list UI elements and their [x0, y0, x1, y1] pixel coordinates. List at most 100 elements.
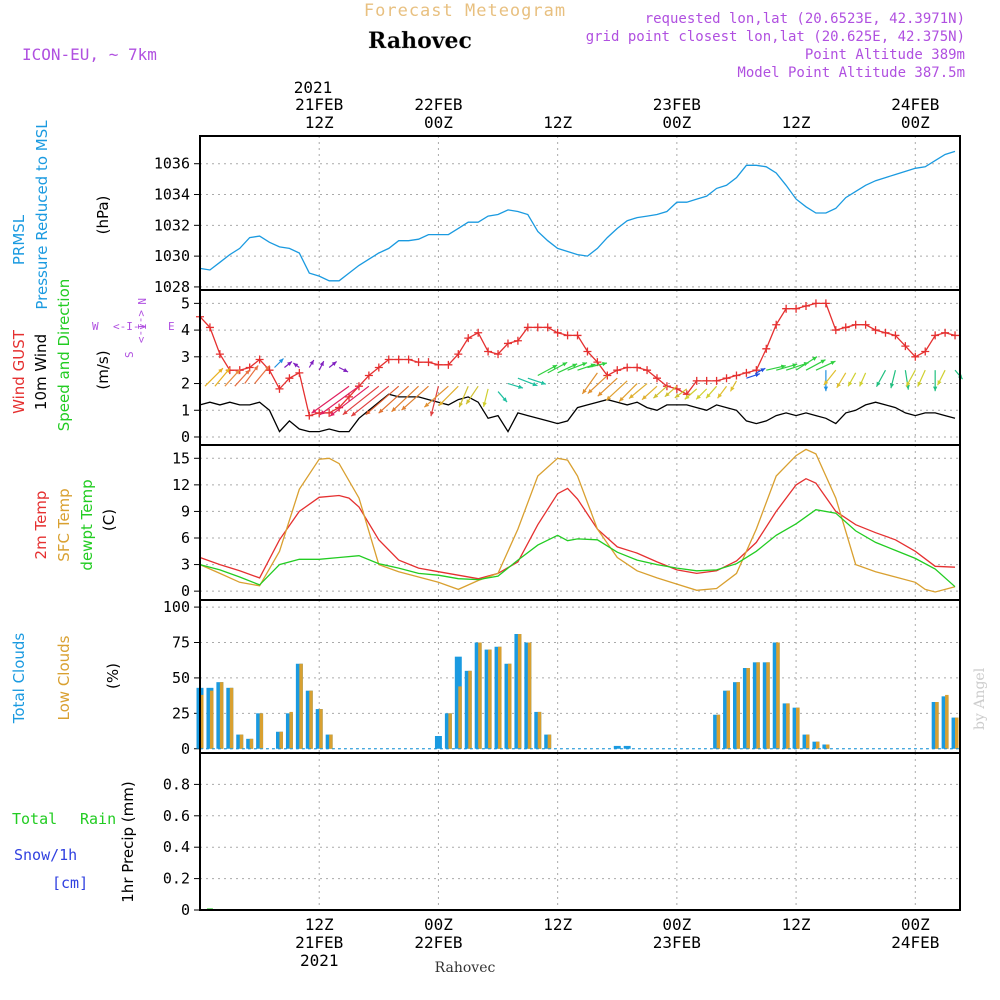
gust-marker [414, 358, 423, 367]
low-cloud-bar [746, 668, 750, 749]
wind-arrow-head [401, 405, 407, 411]
total-cloud-bar [613, 745, 621, 749]
low-cloud-bar [527, 642, 532, 749]
y-tick-label: 1028 [154, 278, 190, 296]
y-tick-label: 0.4 [163, 838, 190, 856]
gust-marker [851, 320, 860, 329]
wind-arrow-head [587, 388, 593, 394]
top-date-label: 24FEB [891, 95, 939, 114]
low-cloud-bar [806, 734, 810, 749]
wind-arrow-head [552, 365, 558, 370]
gust-marker [503, 339, 512, 348]
wind-arrow-head [424, 402, 430, 408]
total-cloud-bar [762, 662, 770, 749]
wind-arrow [329, 385, 370, 417]
bottom-hour-label: 12Z [782, 915, 811, 934]
bottom-date-label: 21FEB [295, 933, 343, 952]
y-tick-label: 2 [181, 375, 190, 393]
wind-arrow-head [293, 363, 299, 368]
gust-marker [722, 374, 731, 383]
low-cloud-bar [209, 690, 214, 749]
compass-arrows: <-I-> [113, 320, 146, 333]
compass-vertical-arrows: <-I-> [135, 310, 148, 343]
low-cloud-bar [259, 713, 264, 749]
wind-arrow-head [812, 356, 818, 361]
gust-marker [891, 331, 900, 340]
model-label: ICON-EU, ~ 7km [22, 45, 157, 64]
precip-panel: 0 0.2 0.4 0.6 0.8 [163, 752, 961, 919]
top-hour-label: 12Z [305, 113, 334, 132]
cloud-labels: Total Clouds Low Clouds (%) [10, 633, 122, 725]
wind-arrow [378, 385, 410, 414]
gust-marker [951, 331, 960, 340]
gust-marker [811, 299, 820, 308]
wind-arrow-head [343, 368, 349, 372]
low-cloud-bar [507, 663, 512, 749]
gust-marker [931, 331, 940, 340]
total-cloud-bar [484, 649, 492, 749]
footer-location: Rahovec [435, 960, 496, 976]
wind-arrow-head [319, 361, 324, 367]
gust-marker [454, 350, 463, 359]
sfc-temp-line [199, 448, 956, 593]
dewpt-temp-line [199, 509, 956, 588]
precip-unit: 1hr Precip (mm) [119, 781, 137, 902]
y-tick-label: 1032 [154, 216, 190, 234]
wind-arrow-head [597, 391, 603, 397]
wind-arrow [311, 385, 350, 414]
low-cloud-bar [756, 662, 760, 749]
gust-marker [255, 355, 264, 364]
wind-arrow [401, 385, 429, 411]
gust-marker [404, 355, 413, 364]
year-top: 2021 [294, 78, 333, 97]
bottom-hour-label: 00Z [901, 915, 930, 934]
pressure-labels: PRMSL Pressure Reduced to MSL (hPa) [10, 120, 112, 310]
low-cloud-bar [498, 646, 502, 749]
total-cloud-bar [285, 713, 293, 749]
temp-unit: (C) [100, 509, 118, 531]
low-cloud-bar [448, 713, 452, 749]
y-tick-label: 1034 [154, 186, 190, 204]
wind-arrow-head [482, 401, 487, 407]
gust-marker [652, 374, 661, 383]
gust-marker [215, 350, 224, 359]
wind-arrow-head [218, 368, 223, 373]
snow-label: Snow/1h [14, 846, 77, 864]
panel-frame [199, 752, 961, 911]
bottom-hour-label: 00Z [662, 915, 691, 934]
gust-marker [643, 366, 652, 375]
gust-marker [484, 347, 493, 356]
low-cloud-bar [726, 690, 731, 749]
y-tick-label: 4 [181, 321, 190, 339]
wind-arrow-head [760, 368, 766, 373]
wind-arrow [423, 385, 449, 408]
temp-2m-label: 2m Temp [32, 491, 50, 560]
wind-arrow-head [582, 362, 588, 367]
gust-marker [523, 323, 532, 332]
top-hour-label: 00Z [662, 113, 691, 132]
gust-marker [265, 366, 274, 375]
total-clouds-label: Total Clouds [10, 633, 28, 725]
low-cloud-bar [279, 731, 283, 749]
y-tick-label: 0 [181, 428, 190, 446]
low-cloud-bar [825, 744, 830, 749]
y-tick-label: 3 [181, 348, 190, 366]
y-tick-label: 6 [181, 529, 190, 547]
gust-marker [374, 363, 383, 372]
gust-marker [573, 331, 582, 340]
low-cloud-bar [815, 741, 820, 749]
wind-arrow-head [848, 381, 853, 387]
y-tick-label: 50 [172, 669, 190, 687]
gust-marker [762, 344, 771, 353]
wind-arrow [438, 385, 459, 407]
low-cloud-bar [776, 642, 780, 749]
top-hour-label: 12Z [782, 113, 811, 132]
bottom-date-label: 22FEB [414, 933, 462, 952]
gust-marker [444, 360, 453, 369]
compass-north: N [135, 298, 148, 305]
snow-unit-label: [cm] [52, 874, 88, 892]
bottom-hour-label: 12Z [305, 915, 334, 934]
y-tick-label: 1036 [154, 155, 190, 173]
wind-arrow-head [629, 393, 634, 399]
wind-arrow-head [572, 363, 578, 368]
